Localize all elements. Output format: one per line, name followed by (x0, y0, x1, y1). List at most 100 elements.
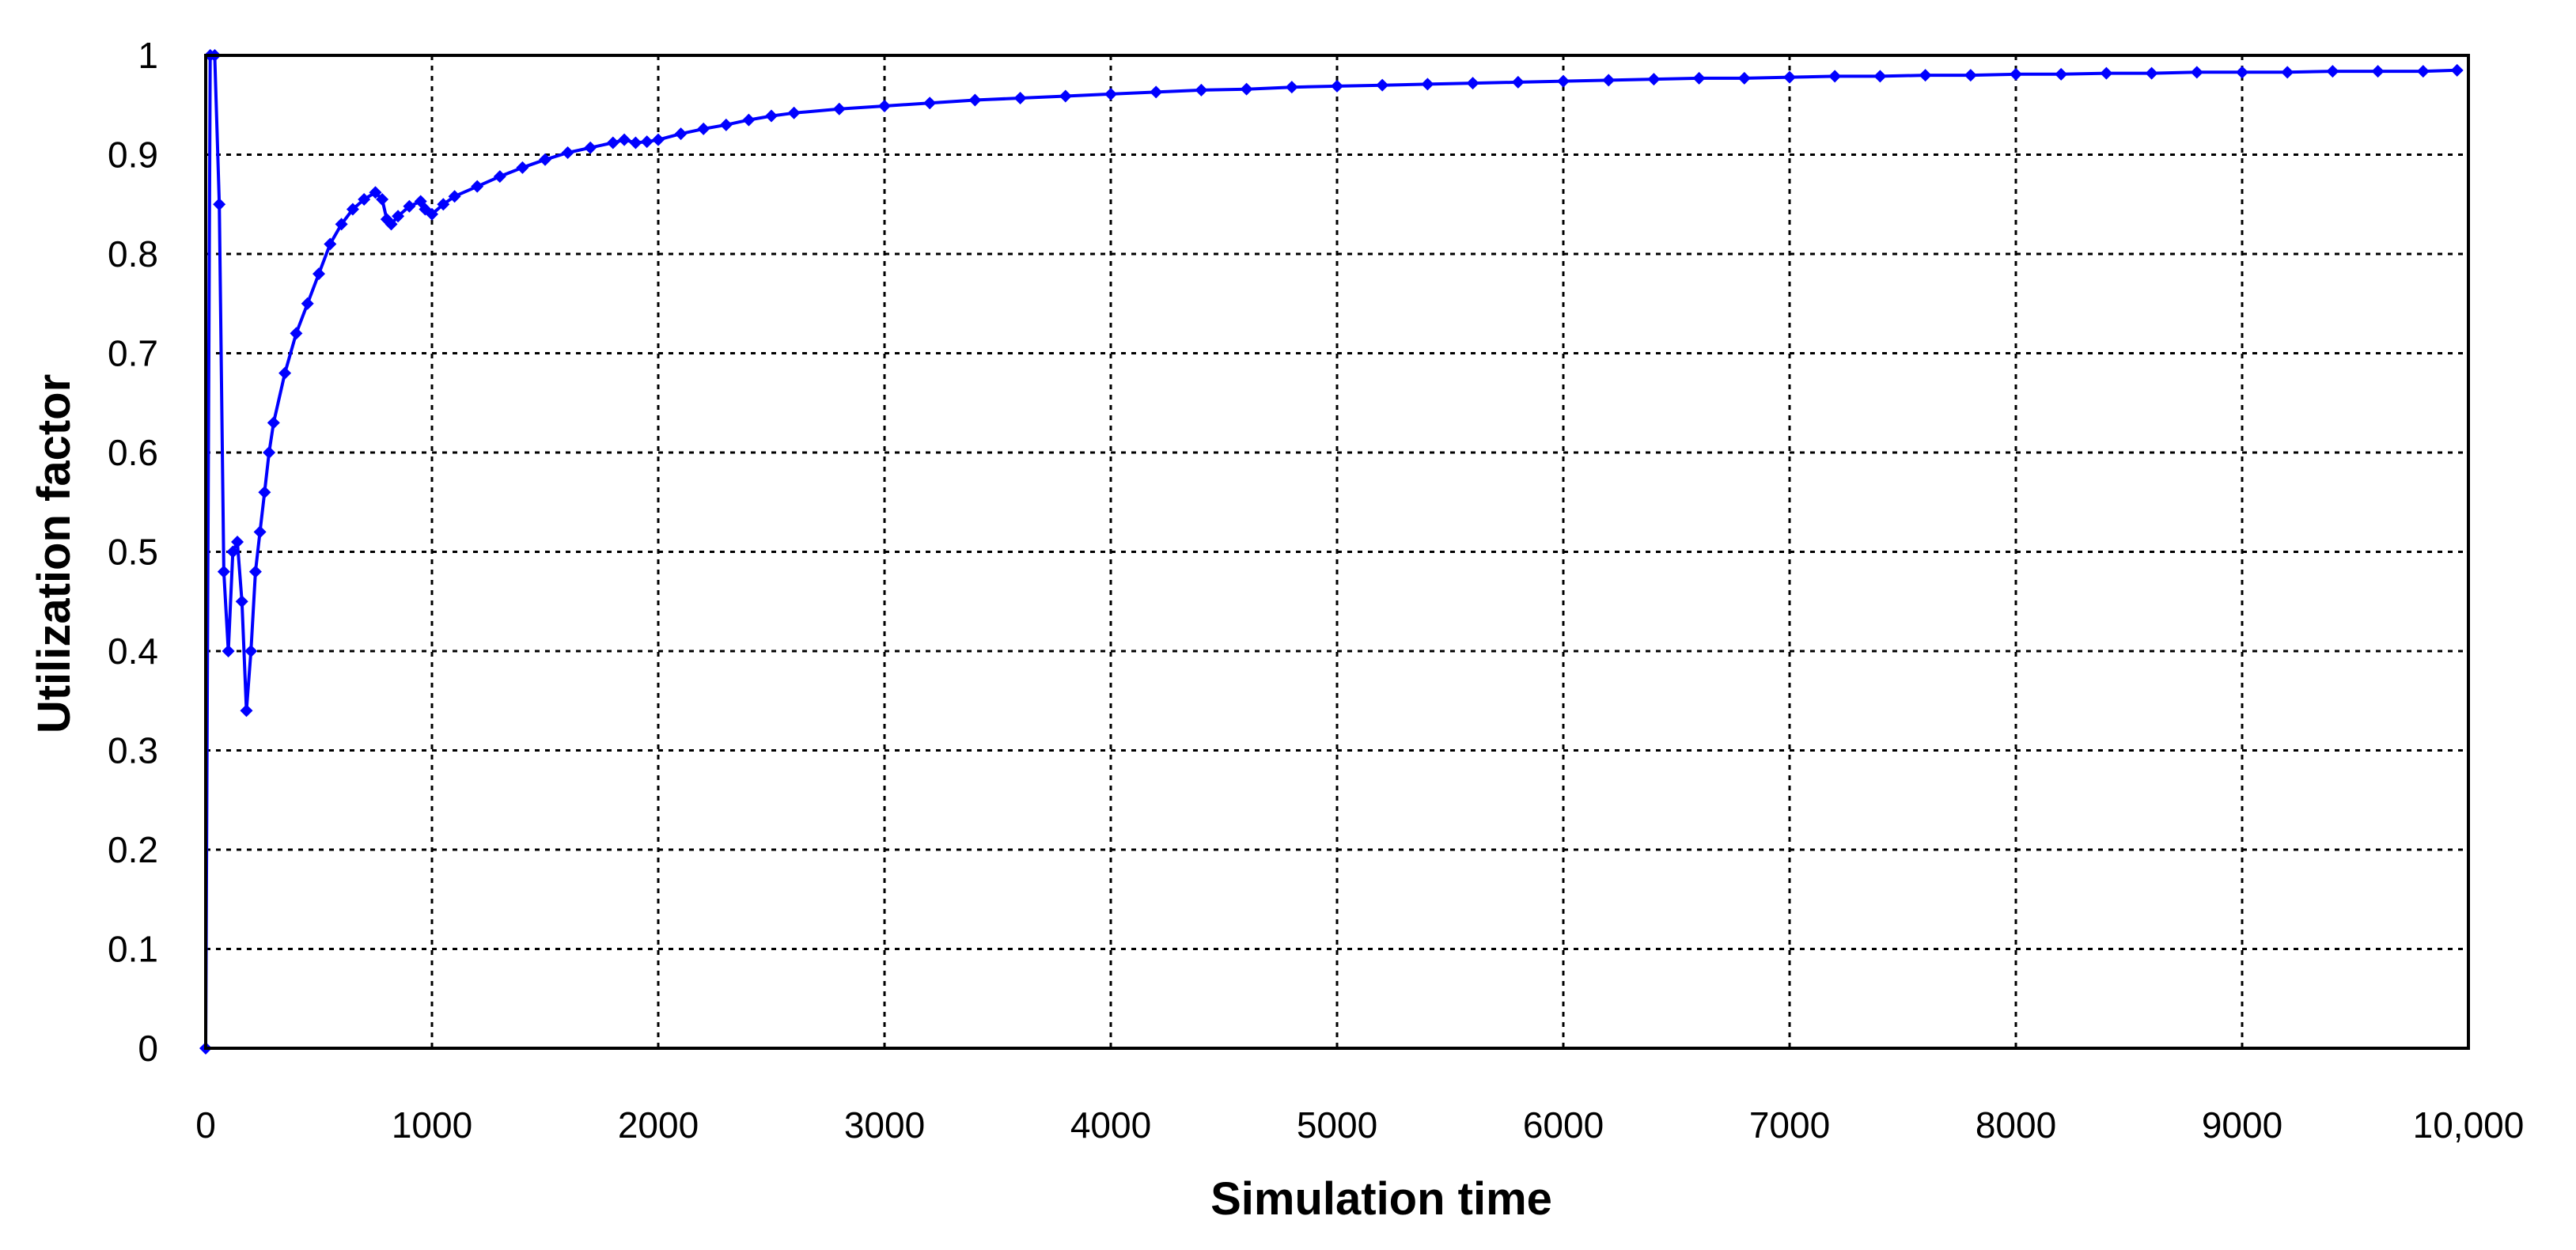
data-point (2281, 66, 2294, 79)
data-point (2100, 66, 2113, 80)
data-point (742, 113, 756, 127)
data-point (1783, 70, 1796, 84)
y-tick-label: 0 (138, 1028, 158, 1069)
data-point (968, 93, 982, 107)
data-point (1195, 83, 1208, 97)
frame-layer (204, 54, 2470, 1050)
data-point (1737, 71, 1751, 85)
data-point (697, 122, 710, 135)
y-tick-label: 0.4 (108, 631, 158, 672)
data-point (516, 161, 529, 174)
data-point (719, 118, 733, 131)
data-point (2326, 65, 2339, 78)
data-point (1013, 91, 1027, 104)
data-point (335, 218, 348, 231)
data-point (385, 218, 398, 231)
data-point (787, 106, 801, 119)
data-point (606, 136, 619, 150)
data-point (1331, 79, 1343, 93)
x-tick-label: 6000 (1523, 1104, 1604, 1146)
data-point (392, 210, 405, 223)
y-tick-label: 0.9 (108, 134, 158, 176)
plot-frame (204, 54, 2470, 1050)
data-point (244, 645, 258, 657)
data-point (2450, 63, 2464, 77)
x-tick-label: 0 (195, 1104, 216, 1146)
x-tick-label: 3000 (844, 1104, 925, 1146)
data-point (1150, 85, 1163, 99)
data-point (324, 237, 337, 251)
data-point (1466, 77, 1479, 90)
series-layer (199, 49, 2464, 1055)
y-tick-label: 0.5 (108, 532, 158, 573)
data-point (618, 133, 631, 146)
data-point (313, 267, 325, 281)
y-tick-label: 0.1 (108, 929, 158, 970)
data-point (2010, 67, 2022, 81)
y-tick-label: 0.8 (108, 233, 158, 275)
data-point (1421, 78, 1434, 91)
data-point (358, 192, 371, 206)
data-point (217, 565, 230, 578)
data-point (1376, 78, 1389, 92)
data-point (403, 199, 416, 213)
data-point (290, 327, 303, 340)
data-point (263, 446, 276, 459)
data-point (832, 102, 846, 116)
y-tick-label: 0.3 (108, 730, 158, 771)
data-point (231, 535, 244, 548)
data-point (765, 109, 778, 123)
y-axis-title: Utilization factor (28, 374, 80, 733)
x-tick-label: 10,000 (2413, 1104, 2525, 1146)
data-point (301, 297, 314, 310)
x-tick-label: 7000 (1749, 1104, 1830, 1146)
data-point (1240, 82, 1253, 96)
data-point (640, 135, 653, 149)
data-point (561, 146, 574, 159)
data-point (278, 366, 292, 380)
data-point (240, 704, 253, 718)
data-point (1692, 71, 1706, 85)
data-point (539, 153, 551, 166)
data-point (1557, 74, 1570, 88)
grid-layer (206, 54, 2468, 1048)
data-point (674, 127, 688, 141)
data-point (426, 207, 438, 221)
data-point (448, 190, 461, 203)
data-point (878, 100, 891, 113)
data-point (1873, 70, 1887, 83)
x-tick-labels: 0 1000 2000 3000 4000 5000 6000 7000 8000 9000 10,… (195, 1104, 2524, 1146)
y-tick-label: 0.6 (108, 432, 158, 473)
data-point (2190, 66, 2203, 79)
x-tick-label: 9000 (2202, 1104, 2282, 1146)
x-axis-title: Simulation time (1210, 1173, 1552, 1225)
data-point (1828, 70, 1842, 83)
data-point (1285, 81, 1298, 94)
data-point (369, 186, 382, 199)
x-tick-label: 5000 (1297, 1104, 1377, 1146)
data-point (2236, 66, 2248, 79)
data-point (1602, 74, 1616, 87)
data-point (267, 416, 280, 430)
data-point (1511, 75, 1525, 89)
data-point (1059, 89, 1072, 103)
data-point (437, 198, 450, 211)
data-point (2416, 65, 2430, 78)
y-tick-label: 0.7 (108, 333, 158, 374)
data-point (376, 192, 389, 206)
data-point (1647, 73, 1661, 86)
data-point (2145, 66, 2158, 80)
data-point (471, 180, 484, 193)
data-point (629, 136, 642, 150)
x-tick-label: 2000 (618, 1104, 699, 1146)
data-point (493, 170, 506, 184)
x-tick-label: 4000 (1070, 1104, 1151, 1146)
data-point (652, 133, 665, 146)
data-point (923, 97, 937, 110)
data-point (2371, 65, 2385, 78)
y-tick-label: 1 (138, 35, 158, 76)
data-point (1104, 87, 1117, 100)
x-tick-label: 1000 (392, 1104, 472, 1146)
